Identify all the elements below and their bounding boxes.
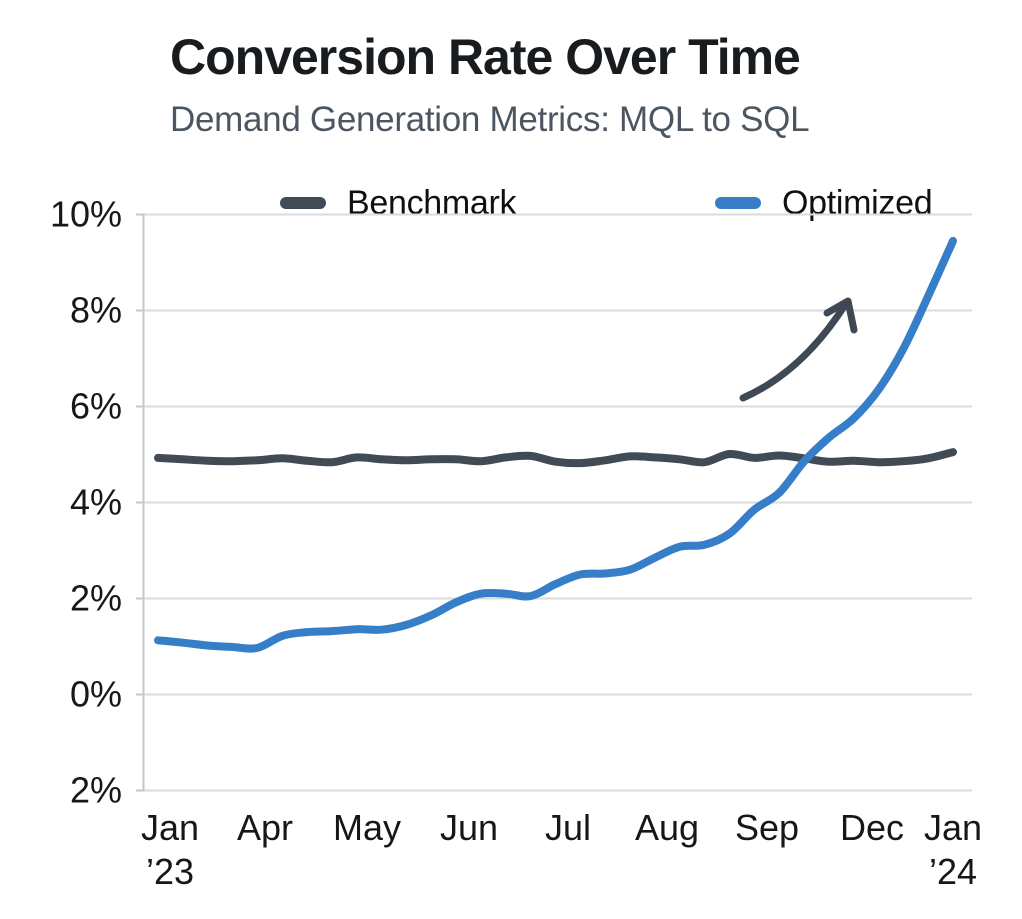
y-tick-label: 2% <box>70 578 122 619</box>
chart-subtitle: Demand Generation Metrics: MQL to SQL <box>170 100 810 139</box>
y-tick-label: 4% <box>70 482 122 523</box>
x-tick-label: Jan <box>924 807 982 848</box>
chart-title: Conversion Rate Over Time <box>170 29 801 85</box>
growth-arrow-head-icon <box>823 297 858 334</box>
optimized-line <box>154 236 957 653</box>
x-tick-label: Apr <box>237 807 293 848</box>
x-tick-label: Dec <box>840 807 904 848</box>
x-tick-label: Sep <box>735 807 799 848</box>
optimized-swatch-icon <box>715 197 761 209</box>
benchmark-line <box>154 448 957 468</box>
x-tick-sublabel: ’23 <box>146 851 194 892</box>
x-tick-sublabel: ’24 <box>929 851 977 892</box>
x-tick-label: Jul <box>545 807 591 848</box>
y-tick-label: 10% <box>50 194 122 235</box>
y-tick-label: 0% <box>70 674 122 715</box>
x-tick-label: Jan <box>141 807 199 848</box>
growth-arrow-icon <box>739 301 849 402</box>
y-tick-label: 8% <box>70 290 122 331</box>
x-tick-label: Jun <box>440 807 498 848</box>
x-tick-label: May <box>333 807 401 848</box>
y-tick-label: 2% <box>70 770 122 811</box>
benchmark-swatch-icon <box>280 197 326 209</box>
x-tick-label: Aug <box>635 807 699 848</box>
y-tick-label: 6% <box>70 386 122 427</box>
